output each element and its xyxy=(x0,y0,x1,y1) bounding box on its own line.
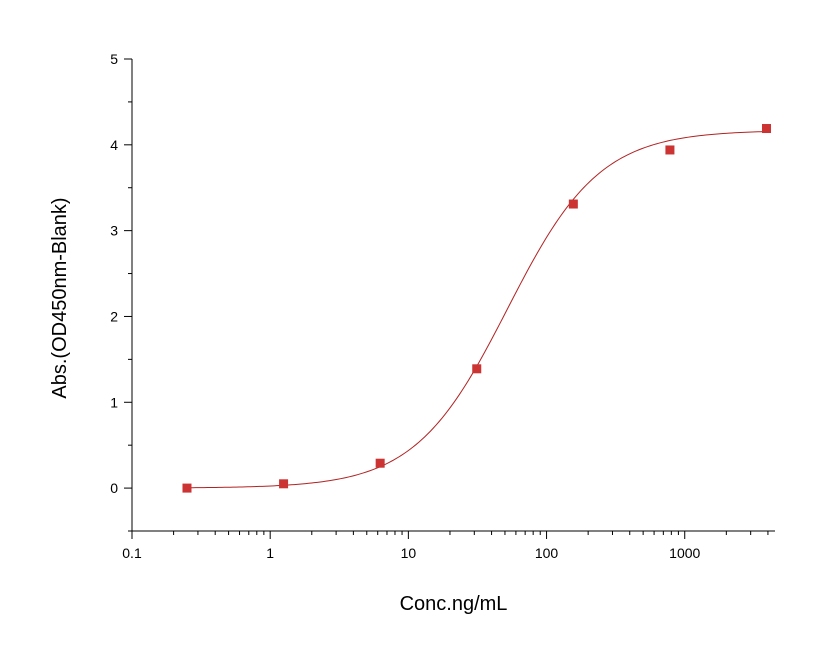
y-tick-label: 3 xyxy=(110,223,118,239)
y-tick-label: 4 xyxy=(110,137,118,153)
x-tick-label: 1 xyxy=(266,545,274,561)
data-point xyxy=(665,145,675,155)
y-axis-ticks: 0 1 2 3 4 5 xyxy=(110,51,132,532)
y-tick-label: 5 xyxy=(110,51,118,67)
fit-curve xyxy=(186,131,767,489)
data-point xyxy=(182,483,192,493)
y-tick-label: 0 xyxy=(110,480,118,496)
x-tick-label: 0.1 xyxy=(122,545,142,561)
data-point xyxy=(375,458,385,468)
y-axis-title: Abs.(OD450nm-Blank) xyxy=(49,197,71,398)
x-tick-label: 100 xyxy=(535,545,559,561)
data-point xyxy=(568,199,578,209)
data-point xyxy=(472,364,482,374)
data-points xyxy=(182,124,772,493)
x-axis-title: Conc.ng/mL xyxy=(400,593,508,615)
data-point xyxy=(279,479,289,489)
x-axis-ticks: 0.1 1 10 100 1000 xyxy=(122,531,769,561)
y-tick-label: 2 xyxy=(110,308,118,324)
x-tick-label: 1000 xyxy=(669,545,700,561)
y-tick-label: 1 xyxy=(110,394,118,410)
data-point xyxy=(762,124,772,134)
x-tick-label: 10 xyxy=(401,545,417,561)
